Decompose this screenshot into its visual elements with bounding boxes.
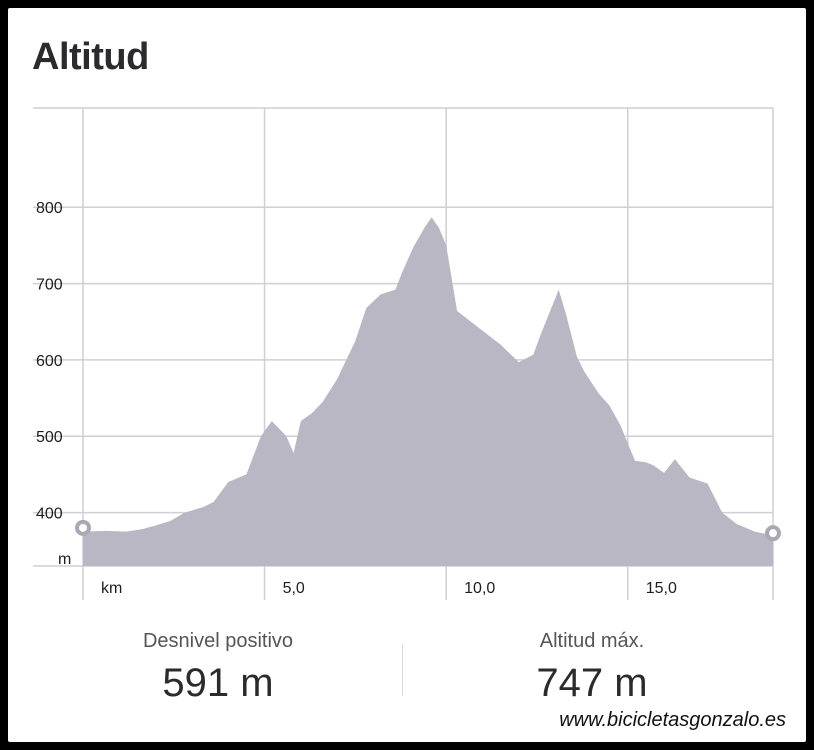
altitude-chart: 400 500 600 700 800 5,0 10,0 15,0 m km <box>33 107 781 600</box>
max-altitude-stat: Altitud máx. 747 m <box>442 630 742 706</box>
end-point-marker[interactable] <box>765 525 781 542</box>
max-altitude-value: 747 m <box>536 661 648 705</box>
max-altitude-label: Altitud máx. <box>539 630 645 652</box>
stats-divider <box>402 644 403 696</box>
x-tick-label: 5,0 <box>283 580 305 597</box>
chart-title: Altitud <box>32 36 149 78</box>
elevation-area <box>83 217 773 566</box>
elevation-gain-value: 591 m <box>162 661 274 705</box>
x-tick-label: 10,0 <box>464 580 495 597</box>
x-axis-unit-label: km <box>101 580 122 597</box>
elevation-gain-stat: Desnivel positivo 591 m <box>68 630 368 706</box>
y-axis-unit-label: m <box>58 551 71 568</box>
y-tick-label: 700 <box>36 277 63 294</box>
x-tick-label: 15,0 <box>646 580 677 597</box>
elevation-gain-label: Desnivel positivo <box>142 630 294 652</box>
watermark: www.bicicletasgonzalo.es <box>559 709 786 731</box>
y-tick-label: 400 <box>36 506 63 523</box>
y-tick-label: 600 <box>36 353 63 370</box>
start-point-marker[interactable] <box>75 519 91 536</box>
y-tick-label: 800 <box>36 200 63 217</box>
altitude-card: Altitud 400 500 600 700 800 5,0 10,0 15,0 m km … <box>8 8 806 742</box>
y-tick-label: 500 <box>36 429 63 446</box>
axis-ticks: 400 500 600 700 800 5,0 10,0 15,0 <box>36 200 677 597</box>
